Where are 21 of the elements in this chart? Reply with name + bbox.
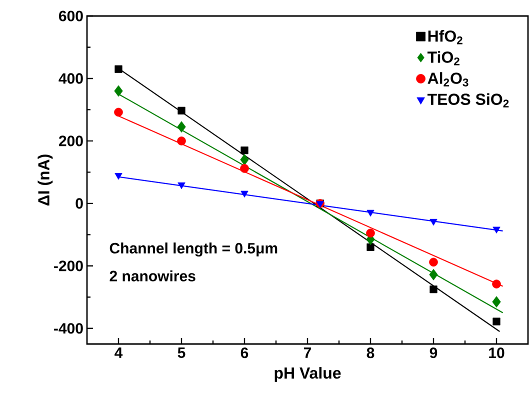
- x-tick-label: 4: [114, 348, 123, 358]
- y-tick-label: 600: [59, 10, 83, 22]
- legend-label: Al$_{2}$O$_{3}$: [428, 72, 468, 86]
- y-axis-title: ΔI (nA): [38, 154, 53, 206]
- y-tick-label: -200: [54, 260, 83, 272]
- x-tick-label: 5: [178, 348, 186, 358]
- x-tick-label: 6: [240, 348, 248, 358]
- y-tick-label: 400: [58, 73, 83, 84]
- y-tick-label: 200: [58, 136, 83, 146]
- x-tick-label: 8: [366, 348, 374, 358]
- x-tick-label: 10: [489, 348, 504, 358]
- annotation: 2 nanowires: [110, 270, 196, 282]
- x-tick-label: 7: [304, 348, 312, 358]
- annotation: Channel length = 0.5μm: [110, 242, 278, 257]
- legend-label: TiO$_{2}$: [427, 51, 460, 66]
- x-tick-label: 9: [430, 348, 438, 358]
- y-tick-label: 0: [76, 198, 83, 209]
- legend-label: HfO$_{2}$: [428, 30, 462, 44]
- x-axis-title: pH Value: [274, 366, 341, 382]
- y-tick-label: -400: [54, 323, 83, 334]
- legend-label: TEOS SiO$_{2}$: [427, 93, 509, 108]
